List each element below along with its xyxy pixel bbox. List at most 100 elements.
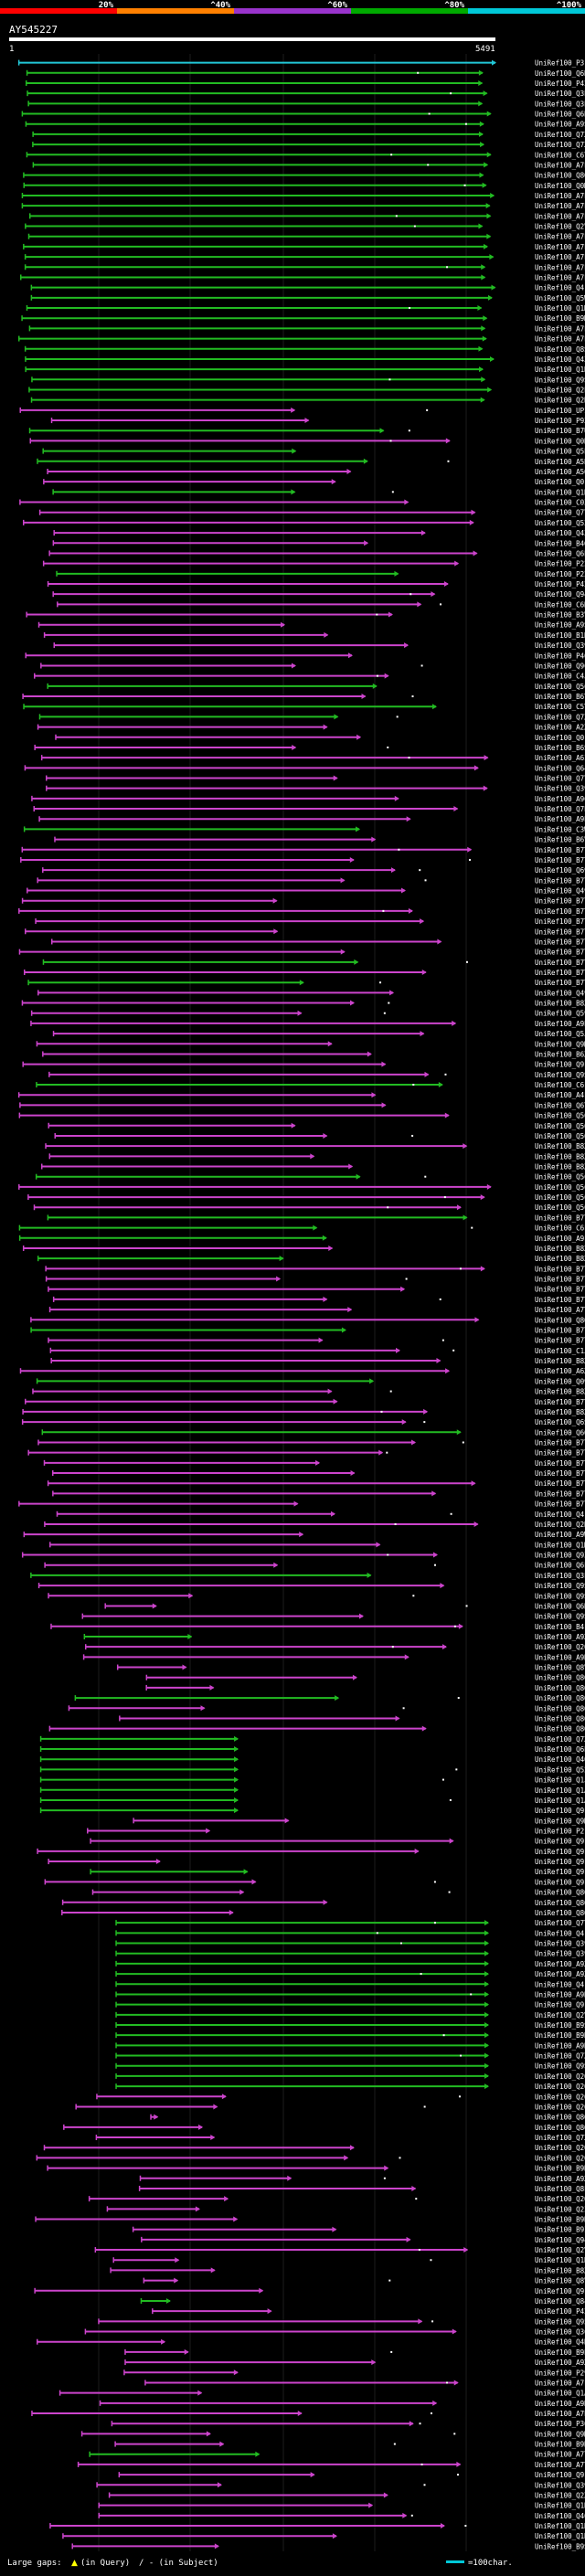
hit-row: UniRef100_B1NEV7 bbox=[43, 631, 585, 640]
gap-marker bbox=[456, 2474, 459, 2476]
hit-label: UniRef100_B4FXQ0 bbox=[535, 1623, 585, 1631]
hit-end-arrow bbox=[484, 2062, 490, 2069]
hit-row: UniRef100_Q41111 bbox=[30, 284, 585, 292]
hit-end-arrow bbox=[406, 2236, 411, 2242]
hit-end-arrow bbox=[491, 284, 496, 291]
hit-row: UniRef100_B7TG93 bbox=[48, 1337, 585, 1345]
hit-end-arrow bbox=[477, 305, 483, 312]
hit-row: UniRef100_Q5C116 bbox=[33, 1203, 585, 1212]
gap-marker bbox=[411, 695, 414, 698]
hit-row: UniRef100_P42759 bbox=[152, 2307, 585, 2316]
hit-end-arrow bbox=[384, 673, 389, 679]
gap-marker bbox=[463, 184, 466, 186]
hit-label: UniRef100_Q59ZS0 bbox=[535, 1010, 585, 1018]
hit-row: UniRef100_A7YW05 bbox=[48, 1306, 585, 1314]
hit-end-arrow bbox=[389, 990, 395, 996]
legend: Large gaps: ▲ (in Query) / - (in Subject… bbox=[7, 2559, 513, 2568]
hit-end-arrow bbox=[486, 233, 492, 239]
hit-end-arrow bbox=[417, 601, 422, 608]
hit-label: UniRef100_Q9FJ36 bbox=[535, 1061, 585, 1069]
hit-label: UniRef100_Q1M1N0 bbox=[535, 304, 585, 313]
gap-marker bbox=[464, 2525, 467, 2528]
hit-label: UniRef100_Q6E5R3 bbox=[535, 1745, 585, 1754]
hit-label: UniRef100_Q2OFV2 bbox=[535, 2195, 585, 2203]
hit-row: UniRef100_Q2V637 bbox=[94, 2246, 585, 2254]
gap-marker bbox=[428, 112, 431, 115]
hit-row: UniRef100_B8XQ41 bbox=[50, 1357, 585, 1365]
hit-row: UniRef100_Q6QH59 bbox=[41, 1428, 585, 1436]
hit-row: UniRef100_Q84UM9 bbox=[140, 2297, 585, 2306]
hit-row: UniRef100_Q9FEZ0 bbox=[90, 1868, 585, 1876]
hit-label: UniRef100_Q8GUD7 bbox=[535, 1684, 585, 1692]
hit-label: UniRef100_Q9SXP4 bbox=[535, 1613, 585, 1621]
hit-end-arrow bbox=[323, 1899, 328, 1905]
hit-row: UniRef100_Q9SUD6 bbox=[115, 2062, 585, 2071]
gap-marker bbox=[449, 1798, 452, 1801]
hit-end-arrow bbox=[484, 2032, 490, 2039]
hit-end-arrow bbox=[356, 826, 361, 832]
hit-label: UniRef100_B7TFK2 bbox=[535, 938, 585, 946]
hit-end-arrow bbox=[458, 1623, 463, 1629]
hit-end-arrow bbox=[467, 846, 473, 853]
hit-row: UniRef100_B8XQ19 bbox=[41, 1163, 585, 1171]
gap-marker bbox=[388, 1002, 390, 1004]
gap-marker bbox=[441, 1339, 444, 1341]
hit-label: UniRef100_Q2OFW6 bbox=[535, 2144, 585, 2152]
gap-marker bbox=[424, 1175, 427, 1178]
hit-end-arrow bbox=[347, 1307, 353, 1313]
hit-row: UniRef100_Q39417 bbox=[53, 641, 585, 650]
hit-label: UniRef100_B7TG29 bbox=[535, 1214, 585, 1222]
hit-label: UniRef100_A7L2U1 bbox=[535, 192, 585, 200]
gap-marker bbox=[450, 92, 452, 95]
hit-label: UniRef100_Q9SUD6 bbox=[535, 2062, 585, 2071]
hit-end-arrow bbox=[234, 1746, 239, 1753]
hit-end-arrow bbox=[482, 182, 487, 188]
hit-row: UniRef100_A9P139 bbox=[38, 815, 585, 823]
gap-marker bbox=[391, 1646, 394, 1648]
gap-marker bbox=[393, 2443, 396, 2445]
hit-label: UniRef100_A9R6N1 bbox=[535, 2400, 585, 2408]
hit-label: UniRef100_A9XLM9 bbox=[535, 1970, 585, 1978]
hit-row: UniRef100_B6TN77 bbox=[22, 693, 585, 701]
hit-row: UniRef100_Q3E089 bbox=[27, 100, 585, 108]
hit-row: UniRef100_B8XQ45 bbox=[22, 1245, 585, 1253]
hit-end-arrow bbox=[483, 90, 488, 97]
hit-row: UniRef100_Q9SPG0 bbox=[31, 376, 585, 384]
hit-end-arrow bbox=[471, 509, 476, 515]
hit-end-arrow bbox=[213, 2104, 218, 2110]
hit-end-arrow bbox=[327, 1388, 333, 1394]
hit-end-arrow bbox=[372, 683, 378, 689]
hit-end-arrow bbox=[423, 1408, 429, 1415]
hit-end-arrow bbox=[332, 2226, 337, 2232]
grid-lines bbox=[98, 54, 467, 2551]
hit-label: UniRef100_Q6R431 bbox=[535, 1602, 585, 1610]
hit-end-arrow bbox=[349, 2145, 355, 2151]
scale-segment bbox=[117, 8, 235, 14]
hit-row: UniRef100_Q2XGE7 bbox=[108, 2491, 585, 2499]
hit-row: UniRef100_B7TFK0 bbox=[42, 959, 585, 967]
hit-row: UniRef100_B7TFJ1 bbox=[37, 876, 585, 885]
gap-marker bbox=[399, 2157, 401, 2159]
hit-row: UniRef100_Q8LRH6 bbox=[138, 2185, 585, 2193]
hit-row: UniRef100_Q5JIC0 bbox=[52, 1030, 585, 1038]
hit-label: UniRef100_Q5C4Q1 bbox=[535, 683, 585, 691]
gap-marker bbox=[415, 2198, 418, 2200]
hit-row: UniRef100_B9S696 bbox=[115, 2021, 585, 2030]
hit-end-arrow bbox=[209, 1684, 215, 1691]
hit-row: UniRef100_Q8GUC8 bbox=[63, 2124, 585, 2132]
hit-end-arrow bbox=[406, 816, 411, 822]
hit-label: UniRef100_B6SS21 bbox=[535, 744, 585, 752]
hit-label: UniRef100_A7L2U5 bbox=[535, 324, 585, 333]
hit-end-arrow bbox=[418, 2318, 423, 2325]
hit-label: UniRef100_Q0MRE0 bbox=[535, 182, 585, 190]
hit-row: UniRef100_B7TFJ0 bbox=[21, 846, 585, 854]
hit-label: UniRef100_Q9ZTR5 bbox=[535, 1552, 585, 1560]
hit-row: UniRef100_Q7XB29 bbox=[32, 131, 585, 139]
hit-label: UniRef100_B8XQ19 bbox=[535, 1163, 585, 1171]
hit-row: UniRef100_A9S585 bbox=[37, 621, 585, 630]
hit-row: UniRef100_Q1HGE0 bbox=[49, 2522, 585, 2530]
hit-row: UniRef100_A7L2U5 bbox=[28, 324, 585, 333]
hit-end-arrow bbox=[346, 468, 352, 474]
hit-end-arrow bbox=[388, 611, 393, 618]
hit-label: UniRef100_A7L2T8 bbox=[535, 202, 585, 210]
